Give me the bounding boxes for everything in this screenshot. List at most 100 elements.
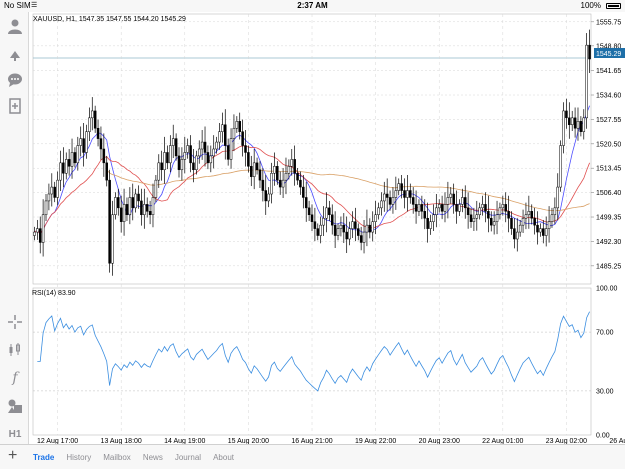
candle-body — [504, 204, 507, 212]
candle-body — [131, 197, 135, 209]
candle-body — [556, 186, 560, 209]
tab-history[interactable]: History — [66, 452, 92, 462]
trade-arrows-icon[interactable] — [5, 44, 25, 64]
candle-body — [475, 214, 479, 219]
candle-body — [461, 197, 464, 205]
rsi-tick-label: 0.00 — [596, 433, 610, 440]
candle-body — [273, 166, 276, 174]
candle-body — [163, 152, 166, 171]
candle-body — [501, 204, 505, 209]
candle-body — [432, 214, 435, 222]
time-tick-label: 22 Aug 01:00 — [482, 438, 523, 444]
price-tick-label: 1485.25 — [596, 263, 621, 270]
candle-body — [565, 110, 568, 119]
candle-body — [154, 179, 158, 198]
chart-toolbar: f H1 — [0, 12, 29, 444]
crosshair-icon[interactable] — [5, 312, 25, 332]
candle-body — [108, 179, 111, 264]
candle-body — [235, 121, 239, 129]
candle-body — [562, 110, 565, 146]
candle-body — [209, 155, 213, 164]
candle-body — [119, 207, 123, 222]
price-tick-label: 1541.65 — [596, 68, 621, 75]
candle-body — [166, 152, 169, 164]
candle-body — [304, 197, 308, 209]
candle-body — [88, 117, 91, 132]
price-tick-label: 1520.50 — [596, 141, 621, 148]
candle-body — [64, 159, 68, 174]
candle-body — [319, 224, 322, 236]
candle-body — [570, 117, 574, 126]
candle-body — [299, 179, 302, 188]
candle-body — [128, 197, 132, 216]
chart-canvas[interactable]: 1555.75 1548.80 1541.65 1534.60 1527.55 1520.… — [29, 12, 625, 445]
candle-body — [183, 152, 187, 160]
candle-body — [420, 204, 424, 212]
time-tick-label: 26 Aug 03:00 — [609, 438, 625, 444]
candle-body — [365, 224, 369, 233]
price-chart[interactable]: 1555.75 1548.80 1541.65 1534.60 1527.55 1520.… — [29, 12, 625, 445]
tab-journal[interactable]: Journal — [174, 452, 202, 462]
candles — [33, 29, 591, 276]
candle-body — [406, 190, 409, 198]
candle-body — [169, 145, 172, 164]
candle-body — [232, 127, 236, 139]
candle-body — [160, 162, 163, 171]
candle-body — [143, 204, 146, 216]
clock: 2:37 AM — [297, 1, 328, 10]
current-price-tag-box — [594, 48, 625, 58]
candle-body — [481, 204, 484, 209]
time-tick-label: 19 Aug 22:00 — [355, 438, 396, 444]
battery-percent: 100% — [580, 1, 601, 10]
tab-about[interactable]: About — [213, 452, 234, 462]
user-icon[interactable] — [5, 16, 25, 36]
candle-body — [62, 162, 65, 174]
candle-body — [125, 204, 129, 216]
candle-body — [59, 162, 62, 181]
time-tick-label: 14 Aug 19:00 — [164, 438, 205, 444]
candle-body — [287, 166, 291, 174]
candle-body — [348, 228, 351, 240]
candle-body — [36, 228, 39, 233]
candle-body — [96, 127, 100, 139]
candle-body — [510, 217, 513, 229]
candle-body — [276, 166, 279, 181]
tab-trade[interactable]: Trade — [33, 452, 55, 462]
candle-body — [200, 141, 204, 150]
candle-body — [325, 207, 328, 219]
candle-body — [310, 214, 314, 222]
candle-body — [354, 221, 357, 229]
wifi-icon: ☰ — [31, 2, 38, 9]
candle-body — [206, 152, 210, 164]
candle-body — [73, 152, 77, 164]
candle-body — [339, 224, 343, 229]
candle-body — [550, 214, 554, 222]
function-icon[interactable]: f — [12, 370, 18, 386]
price-tick-label: 1548.80 — [596, 43, 621, 50]
candle-body — [374, 214, 377, 222]
add-icon[interactable]: + — [8, 447, 18, 464]
candle-body — [117, 197, 120, 209]
candle-body — [229, 138, 233, 160]
time-tick-label: 13 Aug 18:00 — [101, 438, 142, 444]
candle-body — [38, 228, 42, 243]
tab-mailbox[interactable]: Mailbox — [103, 452, 131, 462]
candle-body — [267, 193, 270, 202]
tab-list: Trade History Mailbox News Journal About — [33, 445, 246, 469]
candle-body — [388, 197, 392, 205]
add-document-icon[interactable] — [5, 96, 25, 116]
price-tick-label: 1492.30 — [596, 239, 621, 246]
candle-body — [573, 117, 577, 129]
candle-body — [140, 200, 143, 216]
candle-body — [530, 211, 533, 219]
tab-news[interactable]: News — [142, 452, 163, 462]
chat-icon[interactable] — [5, 70, 25, 90]
candle-body — [585, 44, 588, 119]
objects-icon[interactable] — [5, 396, 25, 416]
candlestick-icon[interactable] — [5, 340, 25, 360]
candle-body — [435, 207, 438, 216]
timeframe-button[interactable]: H1 — [8, 428, 22, 440]
rsi-line — [37, 311, 590, 392]
candle-body — [377, 207, 380, 216]
candle-body — [264, 190, 268, 202]
